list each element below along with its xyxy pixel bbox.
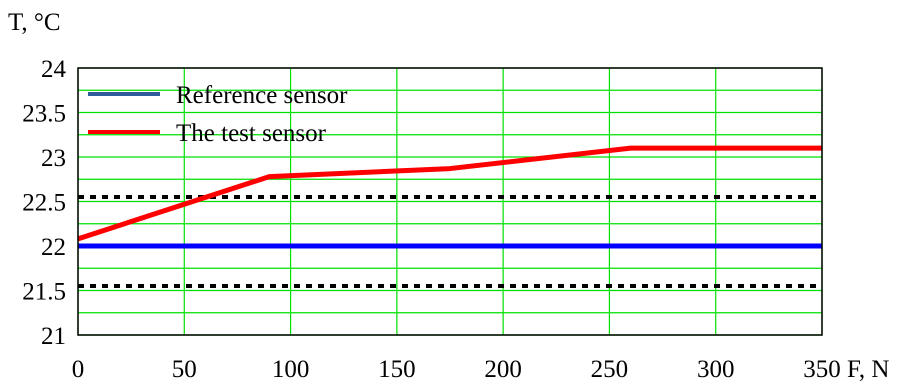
x-tick-label: 0 — [72, 356, 85, 383]
y-tick-label: 24 — [41, 56, 67, 83]
legend-label: Reference sensor — [176, 82, 348, 109]
y-tick-label: 21.5 — [22, 279, 66, 306]
legend-label: The test sensor — [176, 120, 327, 147]
x-tick-label: 150 — [378, 356, 416, 383]
x-tick-label: 250 — [591, 356, 629, 383]
plot-frame — [77, 67, 823, 336]
y-axis-title: T, °C — [8, 9, 61, 36]
reference-lines — [78, 195, 822, 289]
y-tick-label: 23.5 — [22, 101, 66, 128]
x-tick-labels: 0 50 100 150 200 250 300 350 — [72, 356, 841, 383]
y-tick-label: 22 — [41, 234, 66, 261]
y-tick-label: 22.5 — [22, 190, 66, 217]
legend: Reference sensor The test sensor — [88, 82, 348, 147]
x-tick-label: 50 — [172, 356, 197, 383]
series-line-test-sensor — [77, 145, 822, 242]
y-tick-label: 23 — [41, 145, 66, 172]
x-tick-label: 350 — [803, 356, 841, 383]
y-tick-labels: 21 21.5 22 22.5 23 23.5 24 — [22, 56, 66, 350]
x-tick-label: 200 — [484, 356, 522, 383]
x-tick-label: 100 — [272, 356, 310, 383]
x-axis-title: F, N — [847, 356, 889, 383]
x-tick-label: 300 — [697, 356, 735, 383]
series-lines — [77, 145, 822, 249]
y-tick-label: 21 — [41, 323, 66, 350]
